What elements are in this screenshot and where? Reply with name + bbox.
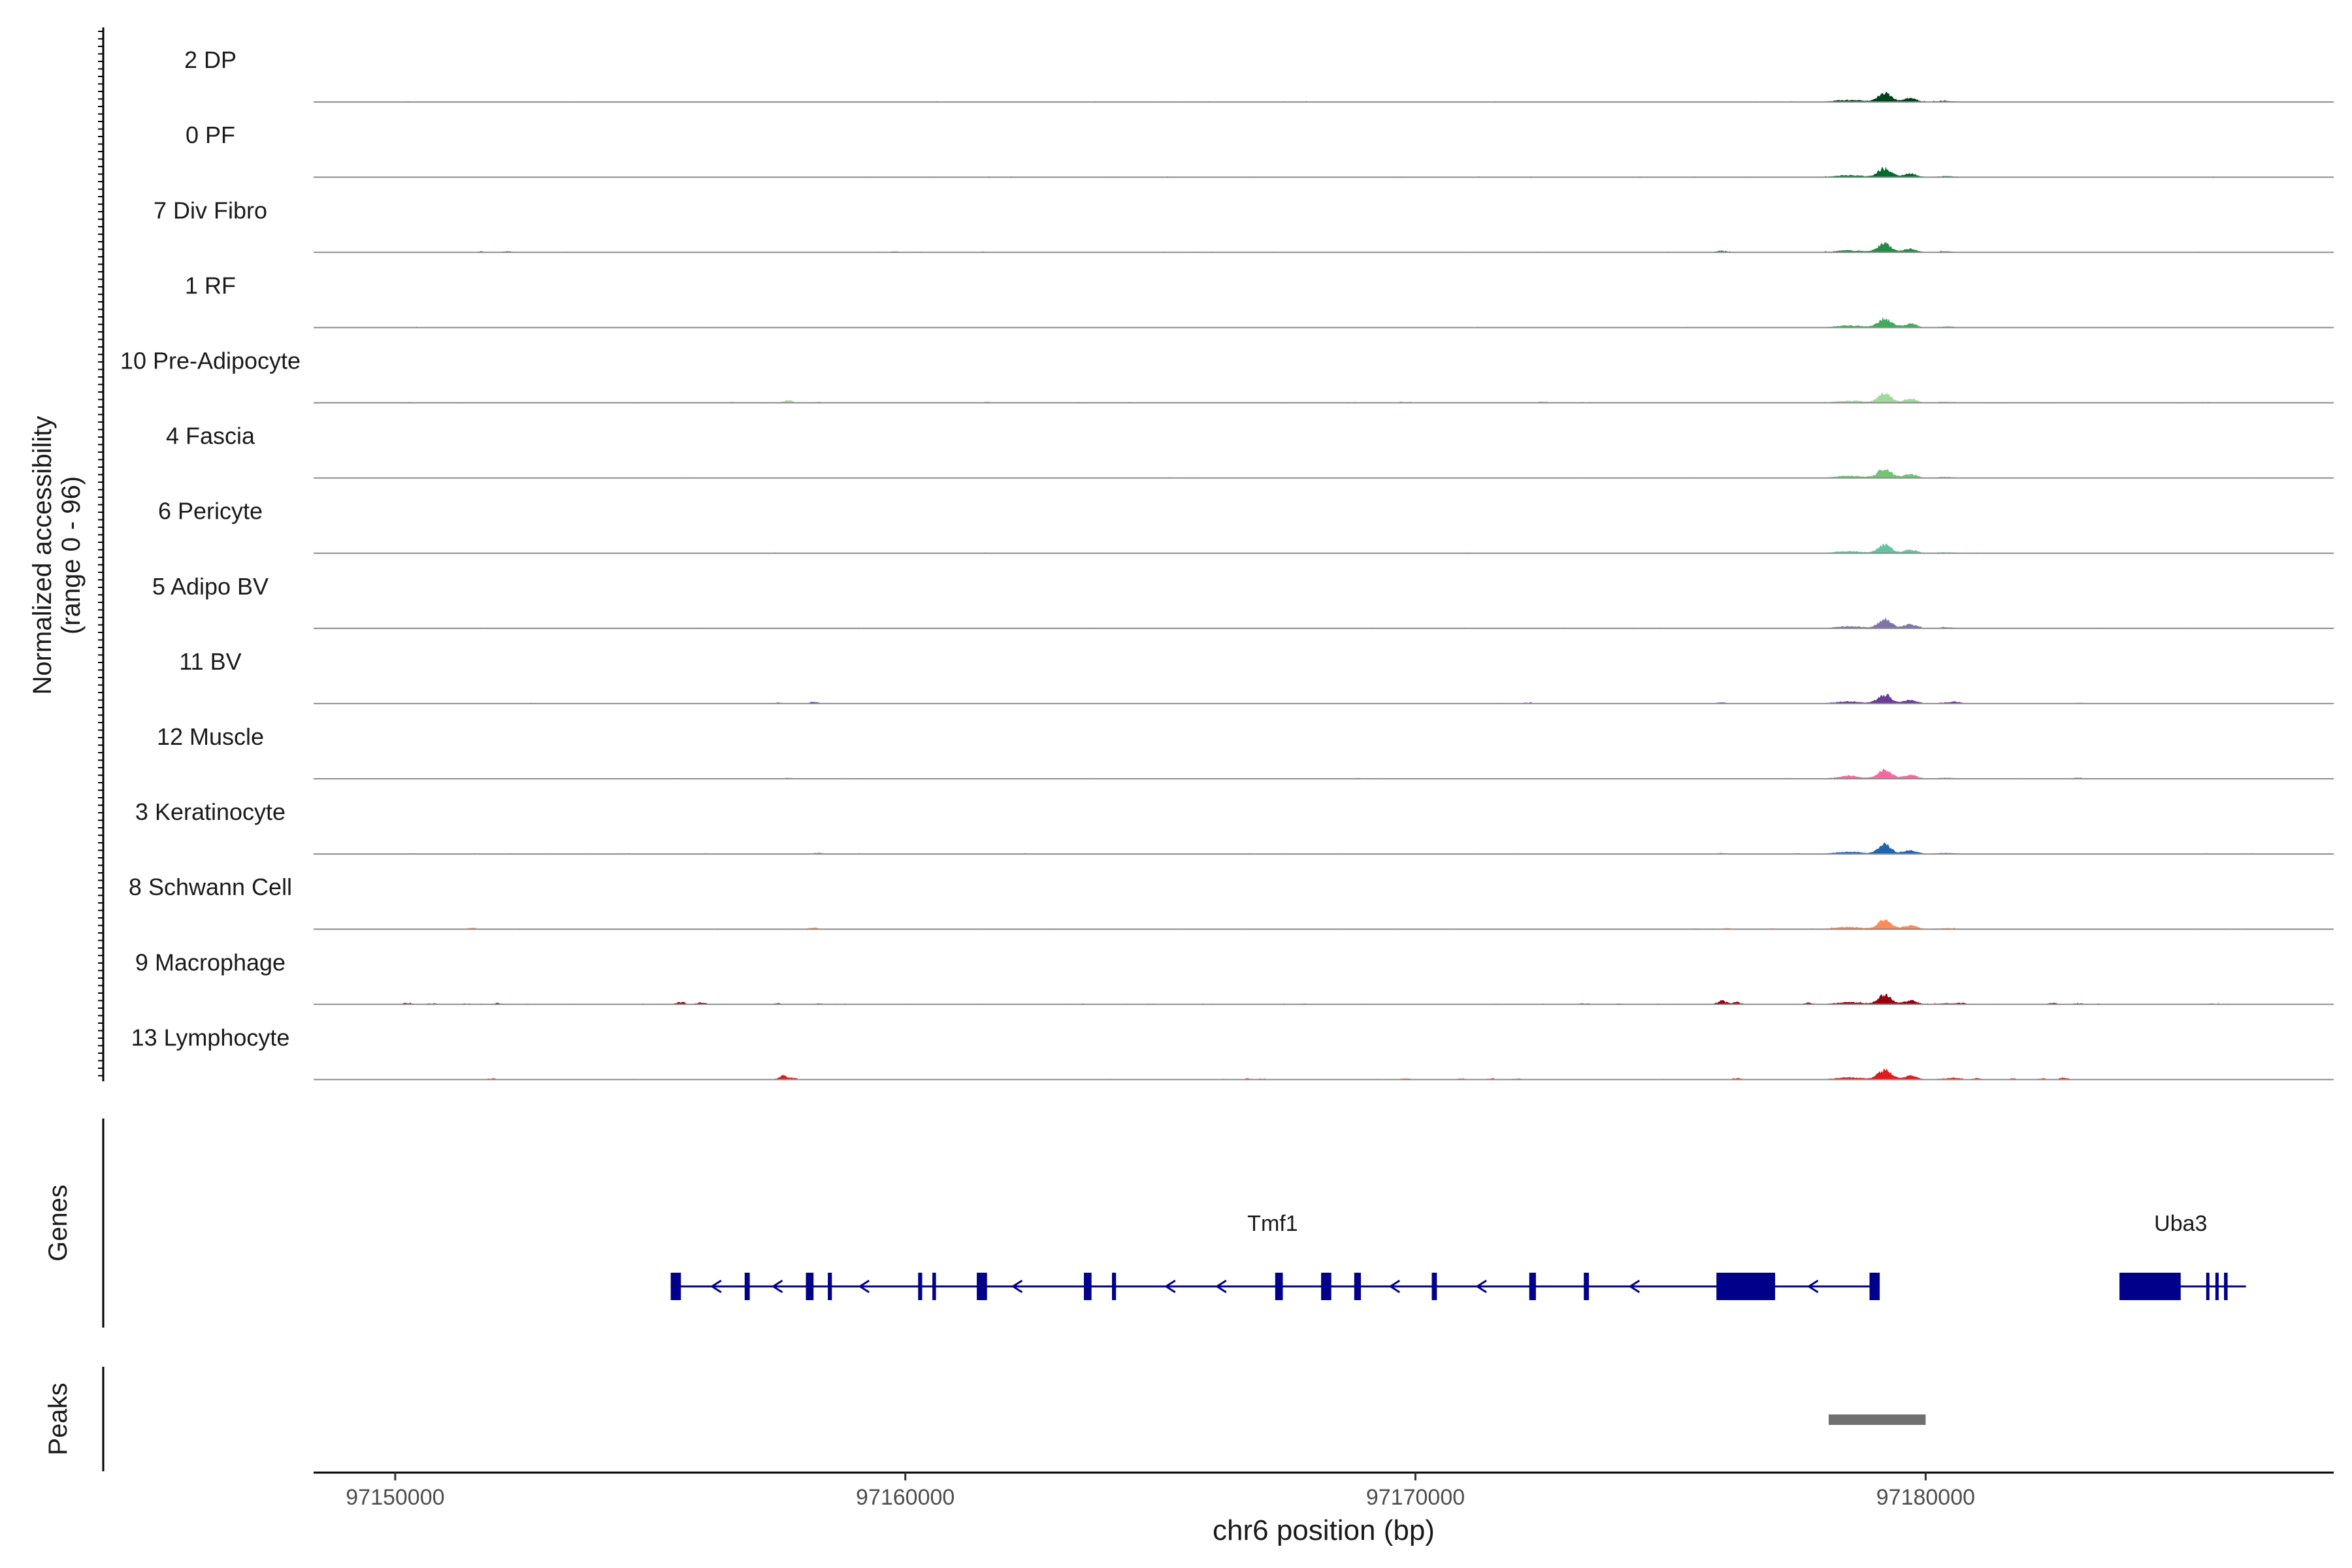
strand-arrow	[710, 1279, 722, 1294]
gene-exon	[1716, 1273, 1775, 1300]
x-axis: 97150000 97160000 97170000 97180000 chr6 po…	[314, 1471, 2334, 1546]
gene-exon	[744, 1273, 750, 1300]
peaks-panel: Peaks	[44, 1367, 1926, 1471]
track-1-rf: 1 RF	[185, 272, 2334, 329]
track-label: 2 DP	[184, 46, 237, 73]
strand-arrow	[1475, 1279, 1487, 1294]
track-label: 13 Lymphocyte	[131, 1024, 290, 1051]
gene-exon	[1584, 1273, 1589, 1300]
track-label: 3 Keratinocyte	[135, 798, 286, 825]
gene-exon	[2224, 1273, 2228, 1300]
track-label: 6 Pericyte	[158, 498, 263, 525]
track-label: 5 Adipo BV	[152, 573, 269, 600]
gene-exon	[1275, 1273, 1283, 1300]
track-6-pericyte: 6 Pericyte	[158, 498, 2334, 554]
coverage-area	[400, 842, 2262, 855]
gene-tmf1: Tmf1	[670, 1211, 1880, 1300]
peaks-panel-label: Peaks	[44, 1382, 73, 1455]
gene-label: Tmf1	[1247, 1211, 1298, 1236]
track-label: 8 Schwann Cell	[129, 874, 292, 900]
y-axis: Normalized accessibility (range 0 - 96)	[28, 27, 105, 1081]
gene-exon	[2119, 1273, 2181, 1300]
gene-label: Uba3	[2154, 1211, 2207, 1236]
coverage-area	[400, 167, 2262, 178]
gene-uba3: Uba3	[2119, 1211, 2246, 1300]
track-7-div-fibro: 7 Div Fibro	[154, 197, 2334, 253]
gene-exon	[1354, 1273, 1361, 1300]
x-tick-label: 97160000	[856, 1485, 955, 1510]
track-label: 11 BV	[179, 648, 241, 675]
gene-exon	[977, 1273, 987, 1300]
x-axis-label: chr6 position (bp)	[1213, 1514, 1435, 1546]
gene-models: Tmf1 Uba3	[670, 1211, 2246, 1300]
coverage-area	[400, 468, 2262, 478]
coverage-area	[400, 993, 2262, 1005]
coverage-area	[400, 1068, 2262, 1080]
gene-exon	[2215, 1273, 2219, 1300]
y-axis-label-line1: Normalized accessibility	[28, 416, 57, 695]
track-3-keratinocyte: 3 Keratinocyte	[135, 798, 2334, 855]
strand-arrow	[1388, 1279, 1401, 1294]
coverage-area	[400, 392, 2262, 403]
gene-exon	[1321, 1273, 1331, 1300]
gene-exon	[806, 1273, 814, 1300]
genes-panel: Genes Tmf1 Uba3	[44, 1119, 2246, 1328]
x-tick-label: 97170000	[1366, 1485, 1465, 1510]
x-tick-label: 97180000	[1876, 1485, 1975, 1510]
gene-exon	[670, 1273, 681, 1300]
track-11-bv: 11 BV	[179, 648, 2334, 704]
genes-panel-label: Genes	[44, 1184, 73, 1262]
coverage-area	[400, 617, 2262, 629]
gene-exon	[918, 1273, 923, 1300]
track-label: 10 Pre-Adipocyte	[120, 348, 301, 374]
gene-exon	[1529, 1273, 1536, 1300]
track-label: 12 Muscle	[157, 723, 264, 750]
track-label: 1 RF	[185, 272, 236, 299]
coverage-area	[400, 693, 2262, 704]
strand-arrow	[1628, 1279, 1641, 1294]
gene-exon	[2206, 1273, 2210, 1300]
track-13-lymphocyte: 13 Lymphocyte	[131, 1024, 2334, 1081]
y-axis-label-line2: (range 0 - 96)	[57, 476, 86, 634]
track-5-adipo-bv: 5 Adipo BV	[152, 573, 2334, 629]
track-12-muscle: 12 Muscle	[157, 723, 2334, 779]
coverage-area	[400, 317, 2262, 328]
gene-exon	[1431, 1273, 1437, 1300]
track-2-dp: 2 DP	[184, 46, 2334, 103]
gene-exon	[1084, 1273, 1092, 1300]
strand-arrow	[858, 1279, 870, 1294]
track-10-pre-adipocyte: 10 Pre-Adipocyte	[120, 348, 2334, 404]
strand-arrow	[771, 1279, 783, 1294]
coverage-area	[400, 242, 2262, 253]
gene-exon	[828, 1273, 832, 1300]
strand-arrow	[1011, 1279, 1023, 1294]
gene-exon	[1869, 1273, 1880, 1300]
strand-arrow	[1215, 1279, 1227, 1294]
track-8-schwann-cell: 8 Schwann Cell	[129, 874, 2334, 930]
x-tick-label: 97150000	[346, 1485, 444, 1510]
track-label: 0 PF	[186, 122, 235, 148]
coverage-area	[400, 919, 2262, 930]
track-label: 9 Macrophage	[135, 949, 286, 975]
strand-arrow	[1806, 1279, 1819, 1294]
gene-exon	[1112, 1273, 1117, 1300]
y-axis-ticks	[98, 31, 103, 1077]
coverage-area	[400, 91, 2262, 103]
coverage-area	[400, 768, 2262, 779]
coverage-tracks: 2 DP 0 PF 7 Div Fibro 1 RF 10 Pre-Adipocyte 4…	[120, 46, 2334, 1081]
coverage-area	[400, 544, 2262, 553]
peak-region	[1829, 1414, 1926, 1425]
track-9-macrophage: 9 Macrophage	[135, 949, 2334, 1005]
track-0-pf: 0 PF	[186, 122, 2334, 178]
peak-bars	[1829, 1414, 1926, 1425]
track-label: 4 Fascia	[166, 423, 255, 449]
x-axis-ticks: 97150000 97160000 97170000 97180000	[346, 1473, 1975, 1510]
track-label: 7 Div Fibro	[154, 197, 267, 223]
strand-arrow	[1164, 1279, 1176, 1294]
gene-exon	[932, 1273, 936, 1300]
track-4-fascia: 4 Fascia	[166, 423, 2334, 479]
